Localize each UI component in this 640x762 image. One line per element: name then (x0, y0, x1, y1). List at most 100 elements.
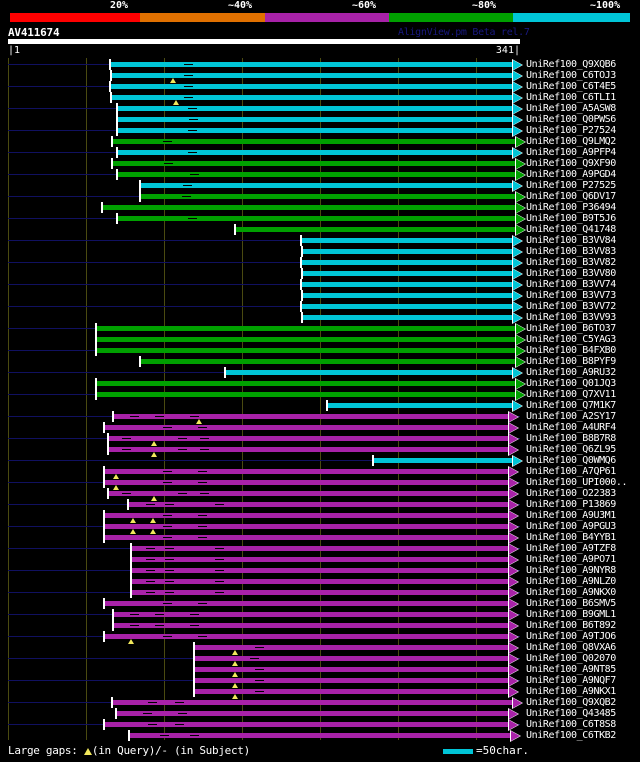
hit-label[interactable]: UniRef100_B3VV72 (526, 301, 616, 312)
hsp-bar[interactable] (301, 246, 512, 257)
hit-label[interactable]: UniRef100_Q41748 (526, 224, 616, 235)
hsp-bar[interactable] (95, 389, 515, 400)
hsp-bar[interactable] (110, 70, 512, 83)
hit-label[interactable]: UniRef100_A4URF4 (526, 422, 616, 433)
hsp-bar[interactable] (300, 279, 512, 290)
alignment-row[interactable]: UniRef100_A5ASW8 (0, 103, 640, 115)
hit-label[interactable]: UniRef100_B6SMV5 (526, 598, 616, 609)
alignment-row[interactable]: UniRef100_A9PO71 (0, 554, 640, 566)
alignment-row[interactable]: UniRef100_A2SY17 (0, 411, 640, 424)
alignment-row[interactable]: UniRef100_O22383 (0, 488, 640, 501)
hsp-bar[interactable] (116, 103, 512, 114)
hsp-bar[interactable] (107, 444, 508, 457)
hsp-bar[interactable] (193, 653, 508, 666)
alignment-row[interactable]: UniRef100_A9NYR8 (0, 565, 640, 577)
alignment-row[interactable]: UniRef100_C6T8S8 (0, 719, 640, 731)
hit-label[interactable]: UniRef100_Q9XQB6 (526, 59, 616, 70)
hsp-bar[interactable] (301, 290, 512, 301)
hsp-bar[interactable] (111, 697, 512, 708)
hsp-bar[interactable] (111, 158, 515, 169)
hit-label[interactable]: UniRef100_C6TOJ3 (526, 70, 616, 81)
alignment-row[interactable]: UniRef100_A9NKX1 (0, 686, 640, 699)
hit-label[interactable]: UniRef100_A5ASW8 (526, 103, 616, 114)
hit-label[interactable]: UniRef100_C6T4E5 (526, 81, 616, 92)
hit-label[interactable]: UniRef100_C6TKB2 (526, 730, 616, 741)
alignment-row[interactable]: UniRef100_B3VV73 (0, 290, 640, 302)
alignment-row[interactable]: UniRef100_Q01JQ3 (0, 378, 640, 390)
hsp-bar[interactable] (300, 257, 512, 268)
alignment-row[interactable]: UniRef100_P13869 (0, 499, 640, 511)
hit-label[interactable]: UniRef100_Q6DV17 (526, 191, 616, 202)
hsp-bar[interactable] (95, 334, 515, 345)
alignment-row[interactable]: UniRef100_A9PGU3 (0, 521, 640, 534)
hsp-bar[interactable] (95, 323, 515, 334)
hsp-bar[interactable] (116, 114, 512, 125)
hsp-bar[interactable] (193, 686, 508, 699)
alignment-row[interactable]: UniRef100_B8B7R8 (0, 433, 640, 446)
hit-label[interactable]: UniRef100_A9PGU3 (526, 521, 616, 532)
hit-label[interactable]: UniRef100_P13869 (526, 499, 616, 510)
hsp-bar[interactable] (103, 598, 508, 609)
hsp-bar[interactable] (101, 202, 515, 213)
alignment-row[interactable]: UniRef100_B4YYB1 (0, 532, 640, 544)
alignment-row[interactable]: UniRef100_UPI000.. (0, 477, 640, 490)
alignment-row[interactable]: UniRef100_C6TOJ3 (0, 70, 640, 83)
hsp-bar[interactable] (109, 59, 512, 70)
hsp-bar[interactable] (130, 576, 508, 587)
alignment-row[interactable]: UniRef100_A9TJO6 (0, 631, 640, 644)
alignment-row[interactable]: UniRef100_A9RU32 (0, 367, 640, 379)
hit-label[interactable]: UniRef100_B9T5J6 (526, 213, 616, 224)
hsp-bar[interactable] (301, 312, 512, 323)
hsp-bar[interactable] (372, 455, 512, 466)
alignment-row[interactable]: UniRef100_A7QP61 (0, 466, 640, 479)
hsp-bar[interactable] (130, 554, 508, 565)
alignment-row[interactable]: UniRef100_Q9XQB6 (0, 59, 640, 71)
hit-label[interactable]: UniRef100_Q8VXA6 (526, 642, 616, 653)
hsp-bar[interactable] (112, 620, 508, 631)
alignment-row[interactable]: UniRef100_A9TZF8 (0, 543, 640, 555)
hit-label[interactable]: UniRef100_B3VV93 (526, 312, 616, 323)
hit-label[interactable]: UniRef100_Q9XF90 (526, 158, 616, 169)
hit-label[interactable]: UniRef100_A9NKX0 (526, 587, 616, 598)
hit-label[interactable]: UniRef100_UPI000.. (526, 477, 628, 488)
alignment-row[interactable]: UniRef100_C6TLI1 (0, 92, 640, 105)
hsp-bar[interactable] (103, 422, 508, 433)
alignment-row[interactable]: UniRef100_B3VV93 (0, 312, 640, 324)
hsp-bar[interactable] (116, 169, 515, 180)
hit-label[interactable]: UniRef100_Q6ZL95 (526, 444, 616, 455)
hit-label[interactable]: UniRef100_A9NLZ0 (526, 576, 616, 587)
hit-label[interactable]: UniRef100_Q01JQ3 (526, 378, 616, 389)
alignment-row[interactable]: UniRef100_B3VV74 (0, 279, 640, 291)
hit-label[interactable]: UniRef100_A9NQF7 (526, 675, 616, 686)
hsp-bar[interactable] (130, 587, 508, 598)
hit-label[interactable]: UniRef100_C6TLI1 (526, 92, 616, 103)
alignment-row[interactable]: UniRef100_Q43485 (0, 708, 640, 720)
alignment-row[interactable]: UniRef100_C6TKB2 (0, 730, 640, 742)
alignment-row[interactable]: UniRef100_B3VV80 (0, 268, 640, 280)
hit-label[interactable]: UniRef100_P27524 (526, 125, 616, 136)
hit-label[interactable]: UniRef100_A9PO71 (526, 554, 616, 565)
alignment-row[interactable]: UniRef100_A9U3M1 (0, 510, 640, 523)
alignment-row[interactable]: UniRef100_B6SMV5 (0, 598, 640, 610)
hsp-bar[interactable] (103, 719, 508, 730)
alignment-row[interactable]: UniRef100_Q7XV11 (0, 389, 640, 401)
hsp-bar[interactable] (103, 532, 508, 543)
hit-label[interactable]: UniRef100_B3VV74 (526, 279, 616, 290)
hsp-bar[interactable] (193, 642, 508, 655)
hsp-bar[interactable] (112, 609, 508, 620)
alignment-row[interactable]: UniRef100_Q0PWS6 (0, 114, 640, 126)
hsp-bar[interactable] (139, 180, 512, 191)
hit-label[interactable]: UniRef100_C6T8S8 (526, 719, 616, 730)
hsp-bar[interactable] (234, 224, 515, 235)
alignment-row[interactable]: UniRef100_Q41748 (0, 224, 640, 236)
hit-label[interactable]: UniRef100_A9NKX1 (526, 686, 616, 697)
alignment-row[interactable]: UniRef100_B3VV84 (0, 235, 640, 247)
alignment-row[interactable]: UniRef100_Q6DV17 (0, 191, 640, 203)
hsp-bar[interactable] (128, 730, 510, 741)
hsp-bar[interactable] (103, 631, 508, 644)
hit-label[interactable]: UniRef100_B6T892 (526, 620, 616, 631)
hsp-bar[interactable] (115, 708, 508, 719)
hit-label[interactable]: UniRef100_P27525 (526, 180, 616, 191)
hsp-bar[interactable] (127, 499, 508, 510)
hit-label[interactable]: UniRef100_A9TZF8 (526, 543, 616, 554)
